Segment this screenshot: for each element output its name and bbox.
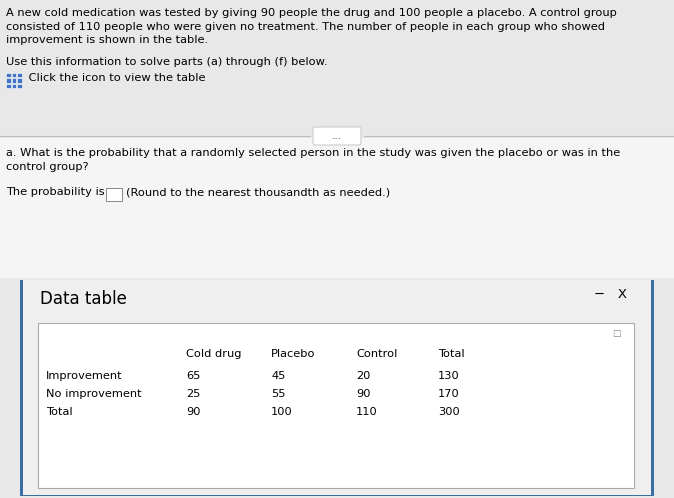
FancyBboxPatch shape xyxy=(313,127,361,145)
Text: 110: 110 xyxy=(356,407,377,417)
Bar xyxy=(6,84,11,89)
Text: 25: 25 xyxy=(186,389,200,399)
Text: 20: 20 xyxy=(356,371,371,381)
Text: Total: Total xyxy=(438,349,464,359)
Bar xyxy=(106,188,122,201)
Text: control group?: control group? xyxy=(6,161,88,171)
Text: A new cold medication was tested by giving 90 people the drug and 100 people a p: A new cold medication was tested by givi… xyxy=(6,8,617,18)
Bar xyxy=(38,323,634,488)
Text: The probability is: The probability is xyxy=(6,187,104,197)
Text: Improvement: Improvement xyxy=(46,371,123,381)
Text: 90: 90 xyxy=(186,407,200,417)
Text: improvement is shown in the table.: improvement is shown in the table. xyxy=(6,35,208,45)
Text: (Round to the nearest thousandth as needed.): (Round to the nearest thousandth as need… xyxy=(126,187,390,197)
Bar xyxy=(0,138,674,278)
Text: consisted of 110 people who were given no treatment. The number of people in eac: consisted of 110 people who were given n… xyxy=(6,21,605,31)
Text: Cold drug: Cold drug xyxy=(186,349,241,359)
Bar xyxy=(11,84,16,89)
FancyBboxPatch shape xyxy=(20,280,654,496)
Bar xyxy=(11,73,16,77)
Text: 45: 45 xyxy=(271,371,285,381)
Text: 55: 55 xyxy=(271,389,286,399)
Text: □: □ xyxy=(612,329,621,338)
Bar xyxy=(6,78,11,83)
Text: No improvement: No improvement xyxy=(46,389,142,399)
Bar xyxy=(18,78,22,83)
Text: 65: 65 xyxy=(186,371,200,381)
Text: 300: 300 xyxy=(438,407,460,417)
FancyBboxPatch shape xyxy=(23,280,651,495)
Text: 90: 90 xyxy=(356,389,371,399)
Bar xyxy=(0,0,674,138)
Text: ...: ... xyxy=(332,131,342,141)
Text: Use this information to solve parts (a) through (f) below.: Use this information to solve parts (a) … xyxy=(6,56,328,67)
Text: a. What is the probability that a randomly selected person in the study was give: a. What is the probability that a random… xyxy=(6,148,620,158)
Text: Placebo: Placebo xyxy=(271,349,315,359)
Bar xyxy=(6,73,11,77)
Bar xyxy=(18,73,22,77)
Text: Data table: Data table xyxy=(40,290,127,308)
Text: −   X: − X xyxy=(594,288,627,301)
Text: 170: 170 xyxy=(438,389,460,399)
Bar xyxy=(11,78,16,83)
Text: 130: 130 xyxy=(438,371,460,381)
Text: 100: 100 xyxy=(271,407,293,417)
Bar xyxy=(18,84,22,89)
Text: Click the icon to view the table: Click the icon to view the table xyxy=(25,73,206,83)
Text: Total: Total xyxy=(46,407,73,417)
Text: Control: Control xyxy=(356,349,398,359)
